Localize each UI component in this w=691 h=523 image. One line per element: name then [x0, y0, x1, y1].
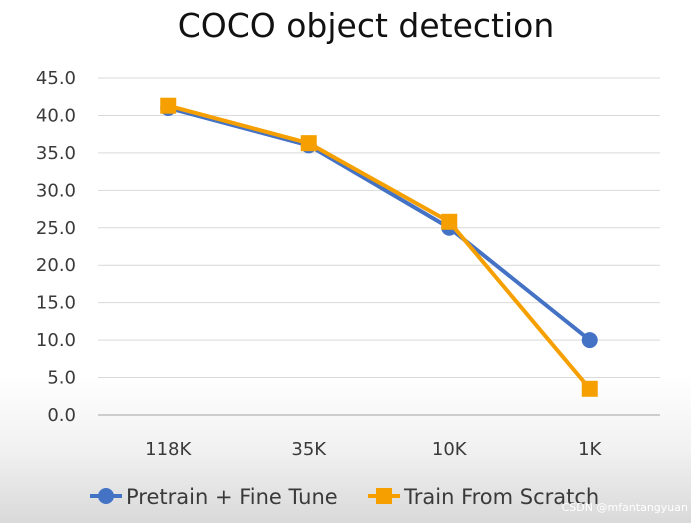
series-line [167, 103, 592, 391]
y-tick-label: 35.0 [36, 143, 76, 164]
y-axis-ticks: 0.0 5.0 10.0 15.0 20.0 25.0 30.0 35.0 40.0 45.0 [36, 68, 76, 426]
watermark: CSDN @mfantangyuan [562, 501, 688, 514]
series-line [167, 106, 591, 342]
series-1 [160, 99, 598, 349]
data-point [581, 332, 598, 349]
legend-label: Train From Scratch [403, 485, 599, 509]
x-tick-label: 10K [432, 439, 468, 460]
x-tick-label: 1K [578, 439, 602, 460]
data-point [441, 213, 458, 230]
legend-marker [376, 488, 392, 504]
legend-marker [98, 488, 114, 504]
legend-label: Pretrain + Fine Tune [126, 485, 338, 509]
y-tick-label: 0.0 [47, 405, 76, 426]
data-point [160, 97, 177, 114]
legend: Pretrain + Fine Tune Train From Scratch [90, 485, 599, 509]
chart-title: COCO object detection [178, 6, 555, 45]
gridlines [98, 77, 660, 379]
series-2 [160, 97, 598, 397]
x-axis-ticks: 118K 35K 10K 1K [145, 439, 602, 460]
data-point [300, 135, 317, 152]
legend-entry: Pretrain + Fine Tune [90, 485, 338, 509]
series-lines [160, 97, 598, 397]
y-tick-label: 45.0 [36, 68, 76, 89]
y-tick-label: 40.0 [36, 105, 76, 126]
y-tick-label: 20.0 [36, 255, 76, 276]
y-tick-label: 25.0 [36, 218, 76, 239]
y-tick-label: 5.0 [47, 368, 76, 389]
y-tick-label: 10.0 [36, 330, 76, 351]
data-point [581, 380, 598, 397]
x-tick-label: 118K [145, 439, 192, 460]
y-tick-label: 30.0 [36, 180, 76, 201]
x-tick-label: 35K [291, 439, 327, 460]
y-tick-label: 15.0 [36, 293, 76, 314]
legend-entry: Train From Scratch [368, 485, 599, 509]
